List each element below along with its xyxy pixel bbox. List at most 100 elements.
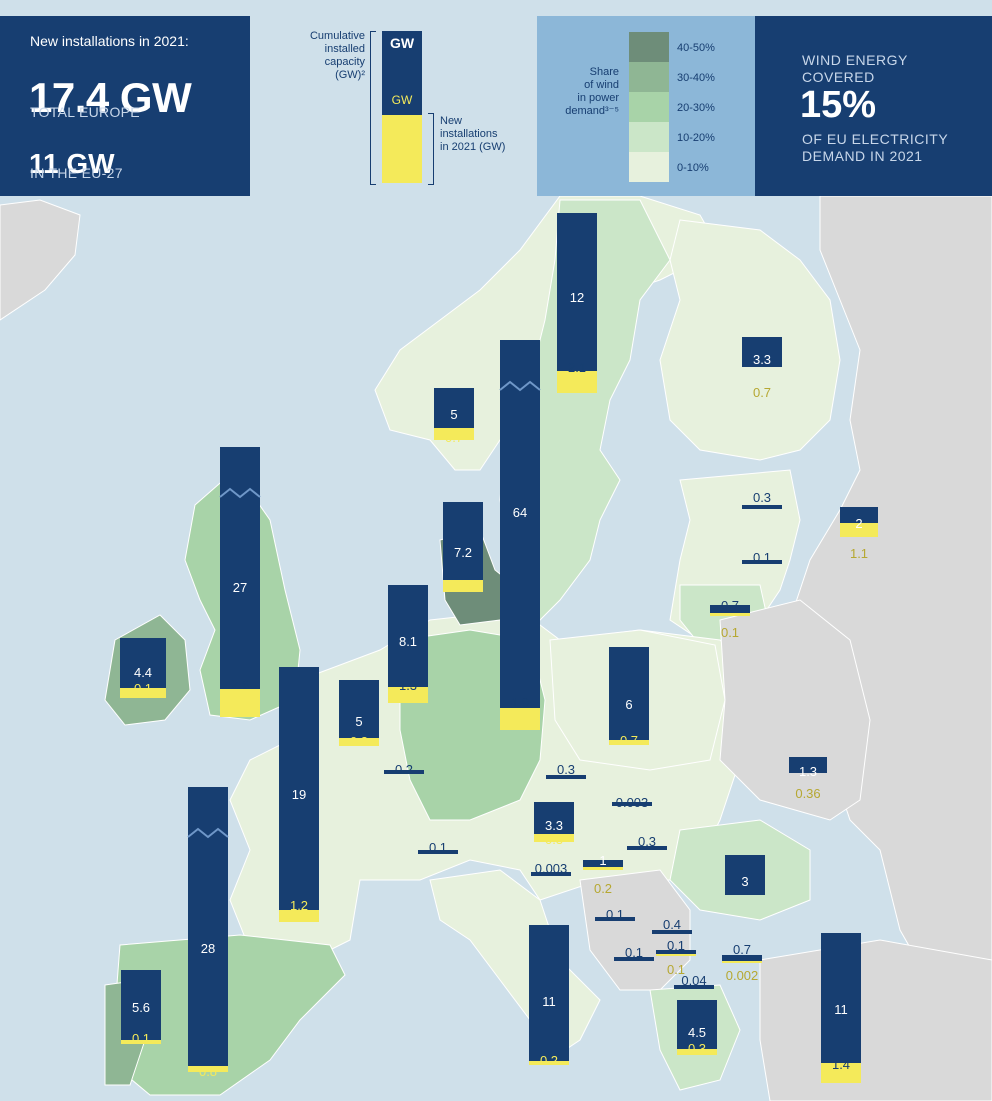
- cumulative-label: 0.1: [605, 907, 625, 922]
- cumulative-label: 0.3: [556, 762, 576, 777]
- country-bar: [531, 872, 571, 876]
- cumulative-label: 0.4: [662, 917, 682, 932]
- country-bar: [627, 846, 667, 850]
- axis-break: [219, 487, 261, 499]
- country-bar: [677, 1000, 717, 1055]
- country-bar-new: [557, 371, 597, 393]
- country-bar-new: [500, 708, 540, 730]
- legend-gw-top: GW: [389, 35, 415, 51]
- cumulative-label: 1: [599, 853, 607, 868]
- cumulative-label: 0.7: [732, 942, 752, 957]
- new-label: 0.7: [752, 385, 772, 400]
- new-label: 0.7: [444, 430, 464, 445]
- cumulative-label: 0.3: [637, 834, 657, 849]
- country-bar-new: [388, 687, 428, 703]
- country-bar-new: [279, 910, 319, 922]
- country-bar: [443, 502, 483, 592]
- cumulative-label: 8.1: [398, 634, 418, 649]
- country-bar-new: [710, 613, 750, 616]
- country-bar-new: [677, 1049, 717, 1055]
- country-bar-new: [220, 689, 260, 717]
- new-label: 0.2: [593, 881, 613, 896]
- country-bar-new: [656, 954, 696, 956]
- band-label: 0-10%: [677, 162, 709, 174]
- country-bar-new: [583, 867, 623, 870]
- cumulative-label: 64: [512, 505, 528, 520]
- swatch-40-50: [629, 32, 669, 62]
- country-bar: [725, 855, 765, 895]
- share-title: Share of wind in power demand³⁻⁵: [547, 66, 619, 118]
- country-bar-new: [529, 1061, 569, 1065]
- new-label: 0.1: [720, 625, 740, 640]
- country-bar: [384, 770, 424, 774]
- country-bar: [595, 917, 635, 921]
- cumulative-line: installed: [324, 43, 365, 55]
- cumulative-label: 3.3: [752, 352, 772, 367]
- new-label: 0.3: [687, 1041, 707, 1056]
- cumulative-label: 4.4: [133, 665, 153, 680]
- new-label: 1.1: [849, 546, 869, 561]
- country-bar: [742, 505, 782, 509]
- new-label: 0.36: [795, 786, 821, 801]
- country-bar-new: [188, 1066, 228, 1072]
- cumulative-label: 1.3: [798, 764, 818, 779]
- cumulative-label: 0.2: [394, 762, 414, 777]
- coverage-line4: DEMAND IN 2021: [802, 148, 923, 164]
- new-label: 0.7: [619, 733, 639, 748]
- new-line: installations: [440, 128, 498, 140]
- country-bar-new: [434, 428, 474, 440]
- country-bars: [120, 213, 878, 1083]
- cumulative-label: 0.7: [720, 598, 740, 613]
- band-label: 20-30%: [677, 102, 715, 114]
- new-label: 0.8: [453, 578, 473, 593]
- eu-label: IN THE EU-27: [30, 165, 123, 181]
- cumulative-label: 5: [450, 407, 458, 422]
- cumulative-label: 7.2: [453, 545, 473, 560]
- new-line: in 2021 (GW): [440, 141, 506, 153]
- new-label: 1.4: [831, 1057, 851, 1072]
- share-title-line: Share: [589, 66, 619, 78]
- country-bar: [418, 850, 458, 854]
- cumulative-label: 0.1: [624, 945, 644, 960]
- country-bar: [710, 605, 750, 613]
- swatch-30-40: [629, 62, 669, 92]
- cumulative-label: 3.3: [544, 818, 564, 833]
- summary-panel: New installations in 2021: 17.4 GW TOTAL…: [0, 16, 250, 196]
- cumulative-label: 0.1: [428, 840, 448, 855]
- new-label: 0.3: [544, 832, 564, 847]
- country-bar: [652, 930, 692, 934]
- country-bar-new: [121, 1040, 161, 1044]
- new-label: 0.3: [349, 734, 369, 749]
- cumulative-label: 12: [569, 290, 585, 305]
- country-bar: [188, 787, 228, 1072]
- cumulative-label: 11: [834, 1002, 848, 1017]
- country-bar-new: [821, 1063, 861, 1083]
- share-title-line: demand³⁻⁵: [565, 105, 619, 117]
- country-bar: [742, 560, 782, 564]
- country-bar: [279, 667, 319, 922]
- swatch-10-20: [629, 122, 669, 152]
- cumulative-label: 4.5: [687, 1025, 707, 1040]
- new-label: 1.3: [398, 678, 418, 693]
- cumulative-label: 28: [200, 941, 216, 956]
- share-title-line: of wind: [584, 79, 619, 91]
- country-bar: [500, 340, 540, 730]
- country-bar: [614, 957, 654, 961]
- band-label: 40-50%: [677, 42, 715, 54]
- new-installations-label: New installations in 2021 (GW): [440, 115, 505, 154]
- bar-legend: Cumulative installed capacity (GW)² GW G…: [285, 25, 535, 190]
- new-line: New: [440, 115, 463, 127]
- legend-gw-bottom: GW: [391, 93, 413, 107]
- band-label: 10-20%: [677, 132, 715, 144]
- cumulative-label: 27: [232, 580, 248, 595]
- cumulative-label: Cumulative installed capacity (GW)²: [297, 30, 365, 82]
- country-bar-new: [443, 580, 483, 592]
- country-bar: [612, 802, 652, 806]
- axis-break: [499, 380, 541, 392]
- cumulative-label: 19: [291, 787, 307, 802]
- new-label: 1.2: [289, 898, 309, 913]
- country-bar: [656, 950, 696, 954]
- legend-bar-new: [382, 115, 422, 183]
- greenland-land: [0, 199, 81, 321]
- cumulative-label: 0.003: [534, 861, 568, 876]
